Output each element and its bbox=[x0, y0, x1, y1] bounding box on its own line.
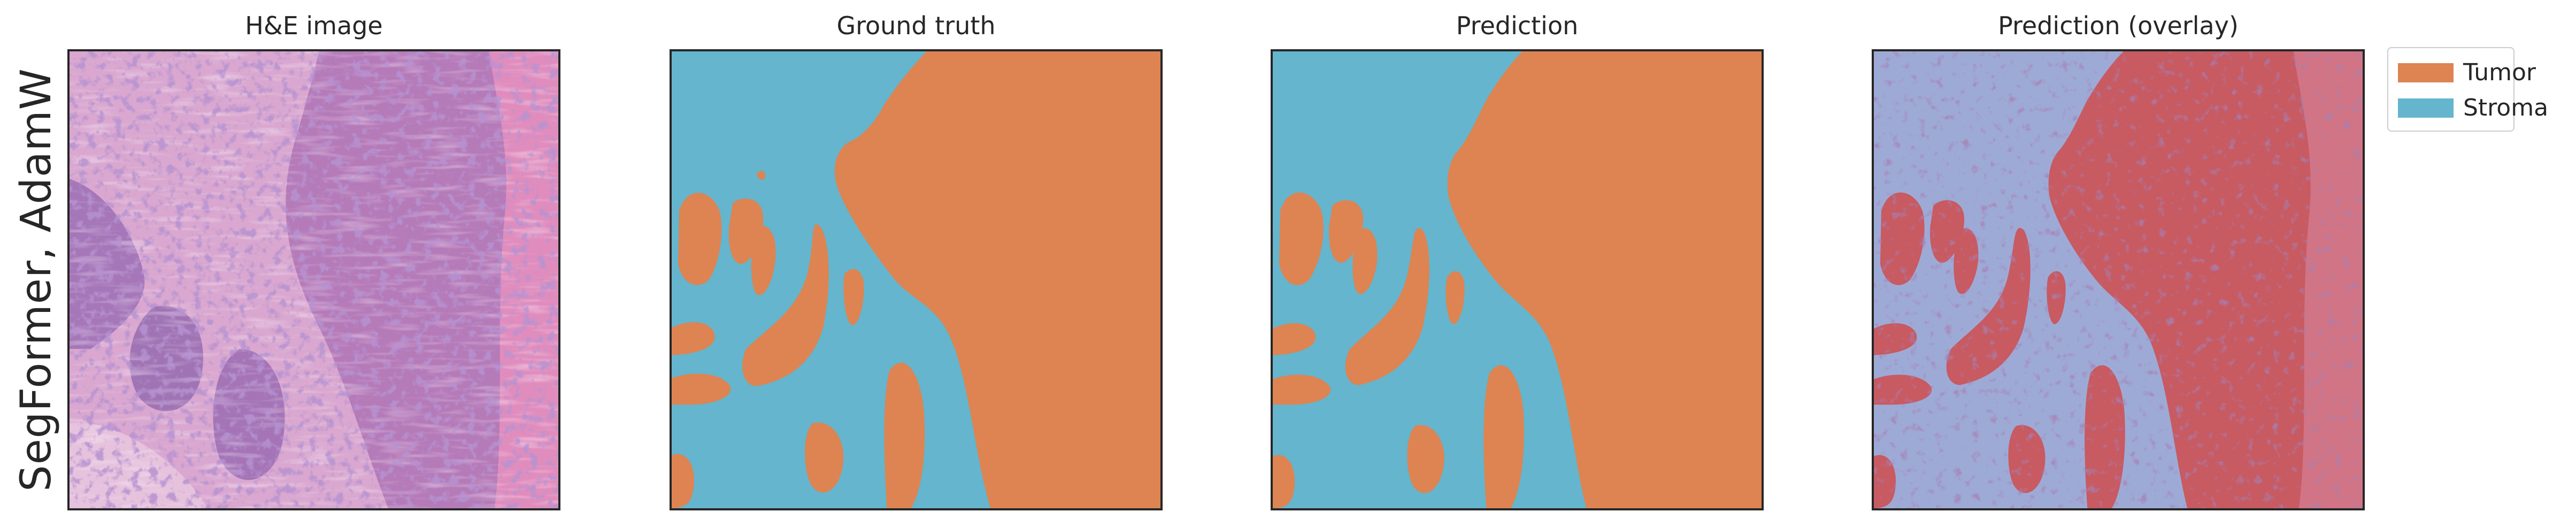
tumor-region bbox=[751, 225, 776, 295]
ground-truth-mask bbox=[672, 51, 1160, 508]
legend-item-tumor: Tumor bbox=[2398, 59, 2536, 87]
prediction-panel bbox=[1271, 49, 1764, 510]
legend-swatch-stroma bbox=[2398, 98, 2454, 118]
tumor-region bbox=[672, 322, 715, 356]
panel-title-he-image: H&E image bbox=[245, 11, 383, 40]
tumor-region bbox=[1482, 198, 1491, 220]
legend-swatch-tumor bbox=[2398, 63, 2454, 82]
tumor-region bbox=[1345, 227, 1429, 385]
tumor-region bbox=[756, 171, 766, 180]
he-image bbox=[70, 51, 558, 508]
tumor-region bbox=[805, 422, 844, 493]
legend-label-stroma: Stroma bbox=[2463, 94, 2549, 121]
ground-truth-panel bbox=[670, 49, 1163, 510]
panel-title-prediction-overlay: Prediction (overlay) bbox=[1998, 11, 2239, 40]
tumor-region bbox=[1273, 455, 1295, 508]
panel-title-ground-truth: Ground truth bbox=[836, 11, 996, 40]
tumor-region bbox=[1352, 228, 1378, 294]
he-image-panel bbox=[67, 49, 560, 510]
tumor-region-main bbox=[834, 51, 1160, 508]
tumor-region bbox=[1483, 365, 1524, 508]
tumor-region bbox=[1279, 192, 1324, 285]
tumor-region bbox=[678, 193, 722, 285]
tumor-region bbox=[1273, 323, 1316, 356]
tumor-region bbox=[742, 224, 829, 386]
legend-item-stroma: Stroma bbox=[2398, 94, 2548, 122]
prediction-overlay-panel bbox=[1872, 49, 2365, 510]
prediction-overlay-image bbox=[1874, 51, 2363, 508]
tumor-region-main bbox=[1447, 51, 1762, 508]
legend: Tumor Stroma bbox=[2387, 47, 2548, 132]
tumor-region bbox=[884, 362, 925, 508]
row-label-text: SegFormer, AdamW bbox=[12, 68, 61, 492]
row-label: SegFormer, AdamW bbox=[10, 49, 63, 510]
tumor-region bbox=[1407, 425, 1444, 493]
prediction-mask bbox=[1273, 51, 1762, 508]
tumor-region bbox=[672, 454, 695, 508]
tumor-region bbox=[843, 269, 864, 325]
legend-label-tumor: Tumor bbox=[2463, 59, 2536, 86]
tumor-region bbox=[1273, 375, 1331, 405]
tumor-region bbox=[1445, 271, 1465, 324]
tumor-region bbox=[672, 373, 731, 405]
panel-title-prediction: Prediction bbox=[1456, 11, 1579, 40]
